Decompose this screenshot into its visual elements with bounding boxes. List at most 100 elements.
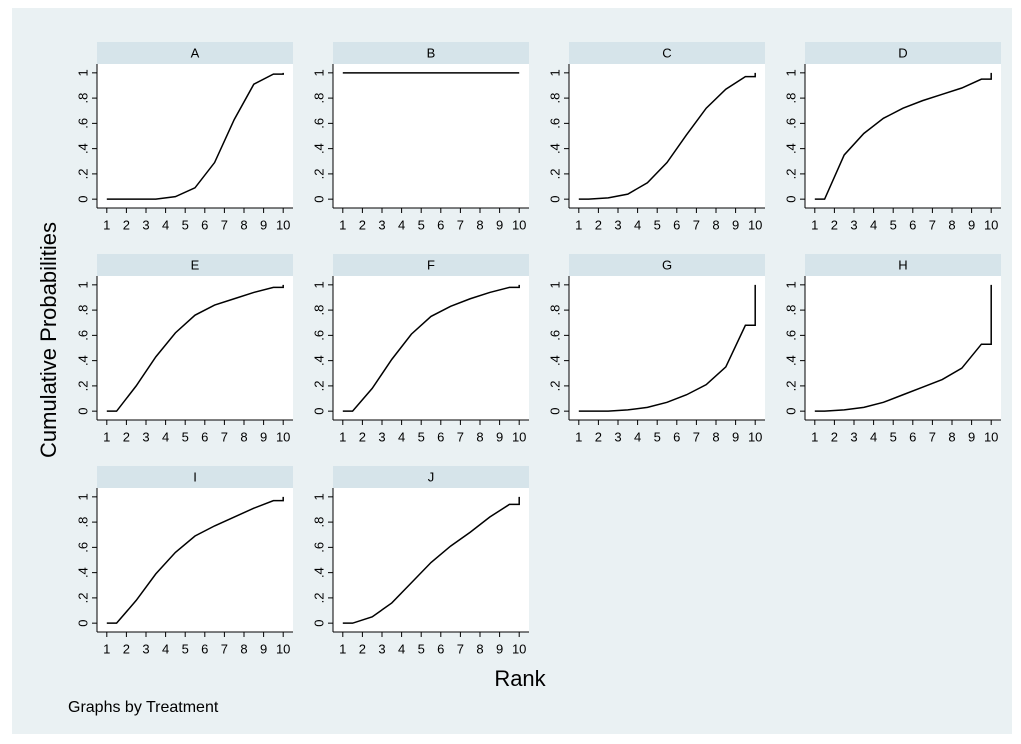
plot-region xyxy=(97,276,293,420)
y-tick-label: .2 xyxy=(783,380,798,391)
x-tick-label: 8 xyxy=(240,641,247,656)
x-tick-label: 6 xyxy=(201,217,208,232)
y-tick-label: .2 xyxy=(75,380,90,391)
x-tick-label: 5 xyxy=(654,217,661,232)
y-tick-label: 1 xyxy=(783,281,798,288)
strip xyxy=(805,254,1001,276)
y-tick-label: .4 xyxy=(311,355,326,366)
y-tick-label: 0 xyxy=(75,620,90,627)
x-tick-label: 5 xyxy=(418,429,425,444)
y-tick-label: 1 xyxy=(75,281,90,288)
y-tick-label: 0 xyxy=(311,408,326,415)
x-tick-label: 9 xyxy=(732,429,739,444)
y-tick-label: 1 xyxy=(75,69,90,76)
x-tick-label: 1 xyxy=(575,429,582,444)
y-tick-label: .6 xyxy=(311,542,326,553)
x-tick-label: 8 xyxy=(240,429,247,444)
x-tick-label: 10 xyxy=(512,641,526,656)
x-tick-label: 10 xyxy=(512,217,526,232)
x-tick-label: 3 xyxy=(378,217,385,232)
x-tick-label: 1 xyxy=(103,641,110,656)
x-tick-label: 2 xyxy=(123,217,130,232)
panel-title: J xyxy=(428,469,435,484)
plot-region xyxy=(97,488,293,632)
y-tick-label: .2 xyxy=(75,592,90,603)
x-tick-label: 5 xyxy=(182,641,189,656)
x-tick-label: 3 xyxy=(614,429,621,444)
x-tick-label: 9 xyxy=(732,217,739,232)
y-tick-label: 1 xyxy=(75,493,90,500)
x-tick-label: 1 xyxy=(103,429,110,444)
x-tick-label: 4 xyxy=(870,429,877,444)
panel-title: F xyxy=(427,257,435,272)
line xyxy=(106,72,284,200)
y-tick-label: 0 xyxy=(75,196,90,203)
x-tick-label: 1 xyxy=(811,217,818,232)
x-tick-label: 5 xyxy=(654,429,661,444)
y-tick-label: .2 xyxy=(547,168,562,179)
y-tick-label: .6 xyxy=(75,330,90,341)
y-tick-label: 1 xyxy=(311,281,326,288)
x-tick-label: 1 xyxy=(103,217,110,232)
y-tick-label: .6 xyxy=(311,330,326,341)
y-tick-label: .6 xyxy=(783,118,798,129)
y-tick-label: .4 xyxy=(311,143,326,154)
x-tick-label: 1 xyxy=(339,641,346,656)
x-tick-label: 10 xyxy=(276,641,290,656)
y-tick-label: 0 xyxy=(311,196,326,203)
x-tick-label: 8 xyxy=(476,641,483,656)
x-tick-label: 7 xyxy=(929,217,936,232)
x-tick-label: 10 xyxy=(748,429,762,444)
x-tick-label: 2 xyxy=(831,429,838,444)
y-tick-label: 0 xyxy=(547,408,562,415)
strip xyxy=(333,254,529,276)
y-tick-label: .6 xyxy=(311,118,326,129)
x-tick-label: 8 xyxy=(476,217,483,232)
line xyxy=(106,284,284,412)
y-tick-label: 1 xyxy=(547,69,562,76)
line xyxy=(342,496,520,624)
line xyxy=(106,496,284,624)
x-tick-label: 3 xyxy=(142,641,149,656)
y-tick-label: .6 xyxy=(75,118,90,129)
panel-title: A xyxy=(191,45,200,60)
x-tick-label: 4 xyxy=(870,217,877,232)
x-tick-label: 6 xyxy=(437,641,444,656)
y-tick-label: .4 xyxy=(311,567,326,578)
x-tick-label: 2 xyxy=(359,429,366,444)
x-tick-label: 6 xyxy=(201,429,208,444)
x-tick-label: 2 xyxy=(123,429,130,444)
x-tick-label: 3 xyxy=(614,217,621,232)
x-tick-label: 2 xyxy=(359,641,366,656)
x-tick-label: 3 xyxy=(850,217,857,232)
y-tick-label: .8 xyxy=(783,93,798,104)
x-tick-label: 1 xyxy=(811,429,818,444)
y-tick-label: .4 xyxy=(783,355,798,366)
panel-title: D xyxy=(898,45,907,60)
x-tick-label: 4 xyxy=(398,641,405,656)
x-tick-label: 8 xyxy=(712,429,719,444)
line xyxy=(578,72,756,200)
plot-region xyxy=(805,64,1001,208)
panel-title: I xyxy=(193,469,197,484)
x-tick-label: 8 xyxy=(712,217,719,232)
panel-title: C xyxy=(662,45,671,60)
x-tick-label: 3 xyxy=(378,429,385,444)
note: Graphs by Treatment xyxy=(68,699,219,716)
plot-region xyxy=(333,276,529,420)
x-tick-label: 3 xyxy=(142,429,149,444)
strip xyxy=(333,42,529,64)
x-tick-label: 1 xyxy=(339,217,346,232)
y-tick-label: .6 xyxy=(547,330,562,341)
x-tick-label: 9 xyxy=(496,641,503,656)
x-tick-label: 5 xyxy=(182,217,189,232)
plot-region xyxy=(805,276,1001,420)
x-tick-label: 7 xyxy=(457,217,464,232)
x-tick-label: 6 xyxy=(909,429,916,444)
x-tick-label: 4 xyxy=(634,429,641,444)
x-tick-label: 1 xyxy=(575,217,582,232)
x-tick-label: 6 xyxy=(673,429,680,444)
y-axis-label: Cumulative Probabilities xyxy=(36,222,61,458)
y-tick-label: 1 xyxy=(783,69,798,76)
y-tick-label: 0 xyxy=(311,620,326,627)
